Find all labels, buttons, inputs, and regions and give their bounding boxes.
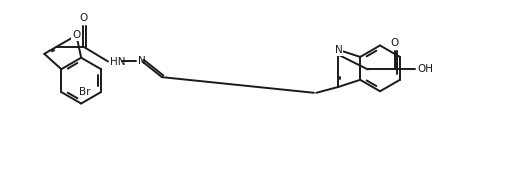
Text: N: N [138, 56, 146, 66]
Text: O: O [391, 38, 399, 48]
Text: O: O [80, 13, 88, 23]
Text: O: O [72, 30, 81, 40]
Text: N: N [334, 45, 342, 55]
Text: Br: Br [79, 87, 90, 97]
Text: OH: OH [418, 64, 434, 74]
Text: HN: HN [110, 57, 126, 67]
